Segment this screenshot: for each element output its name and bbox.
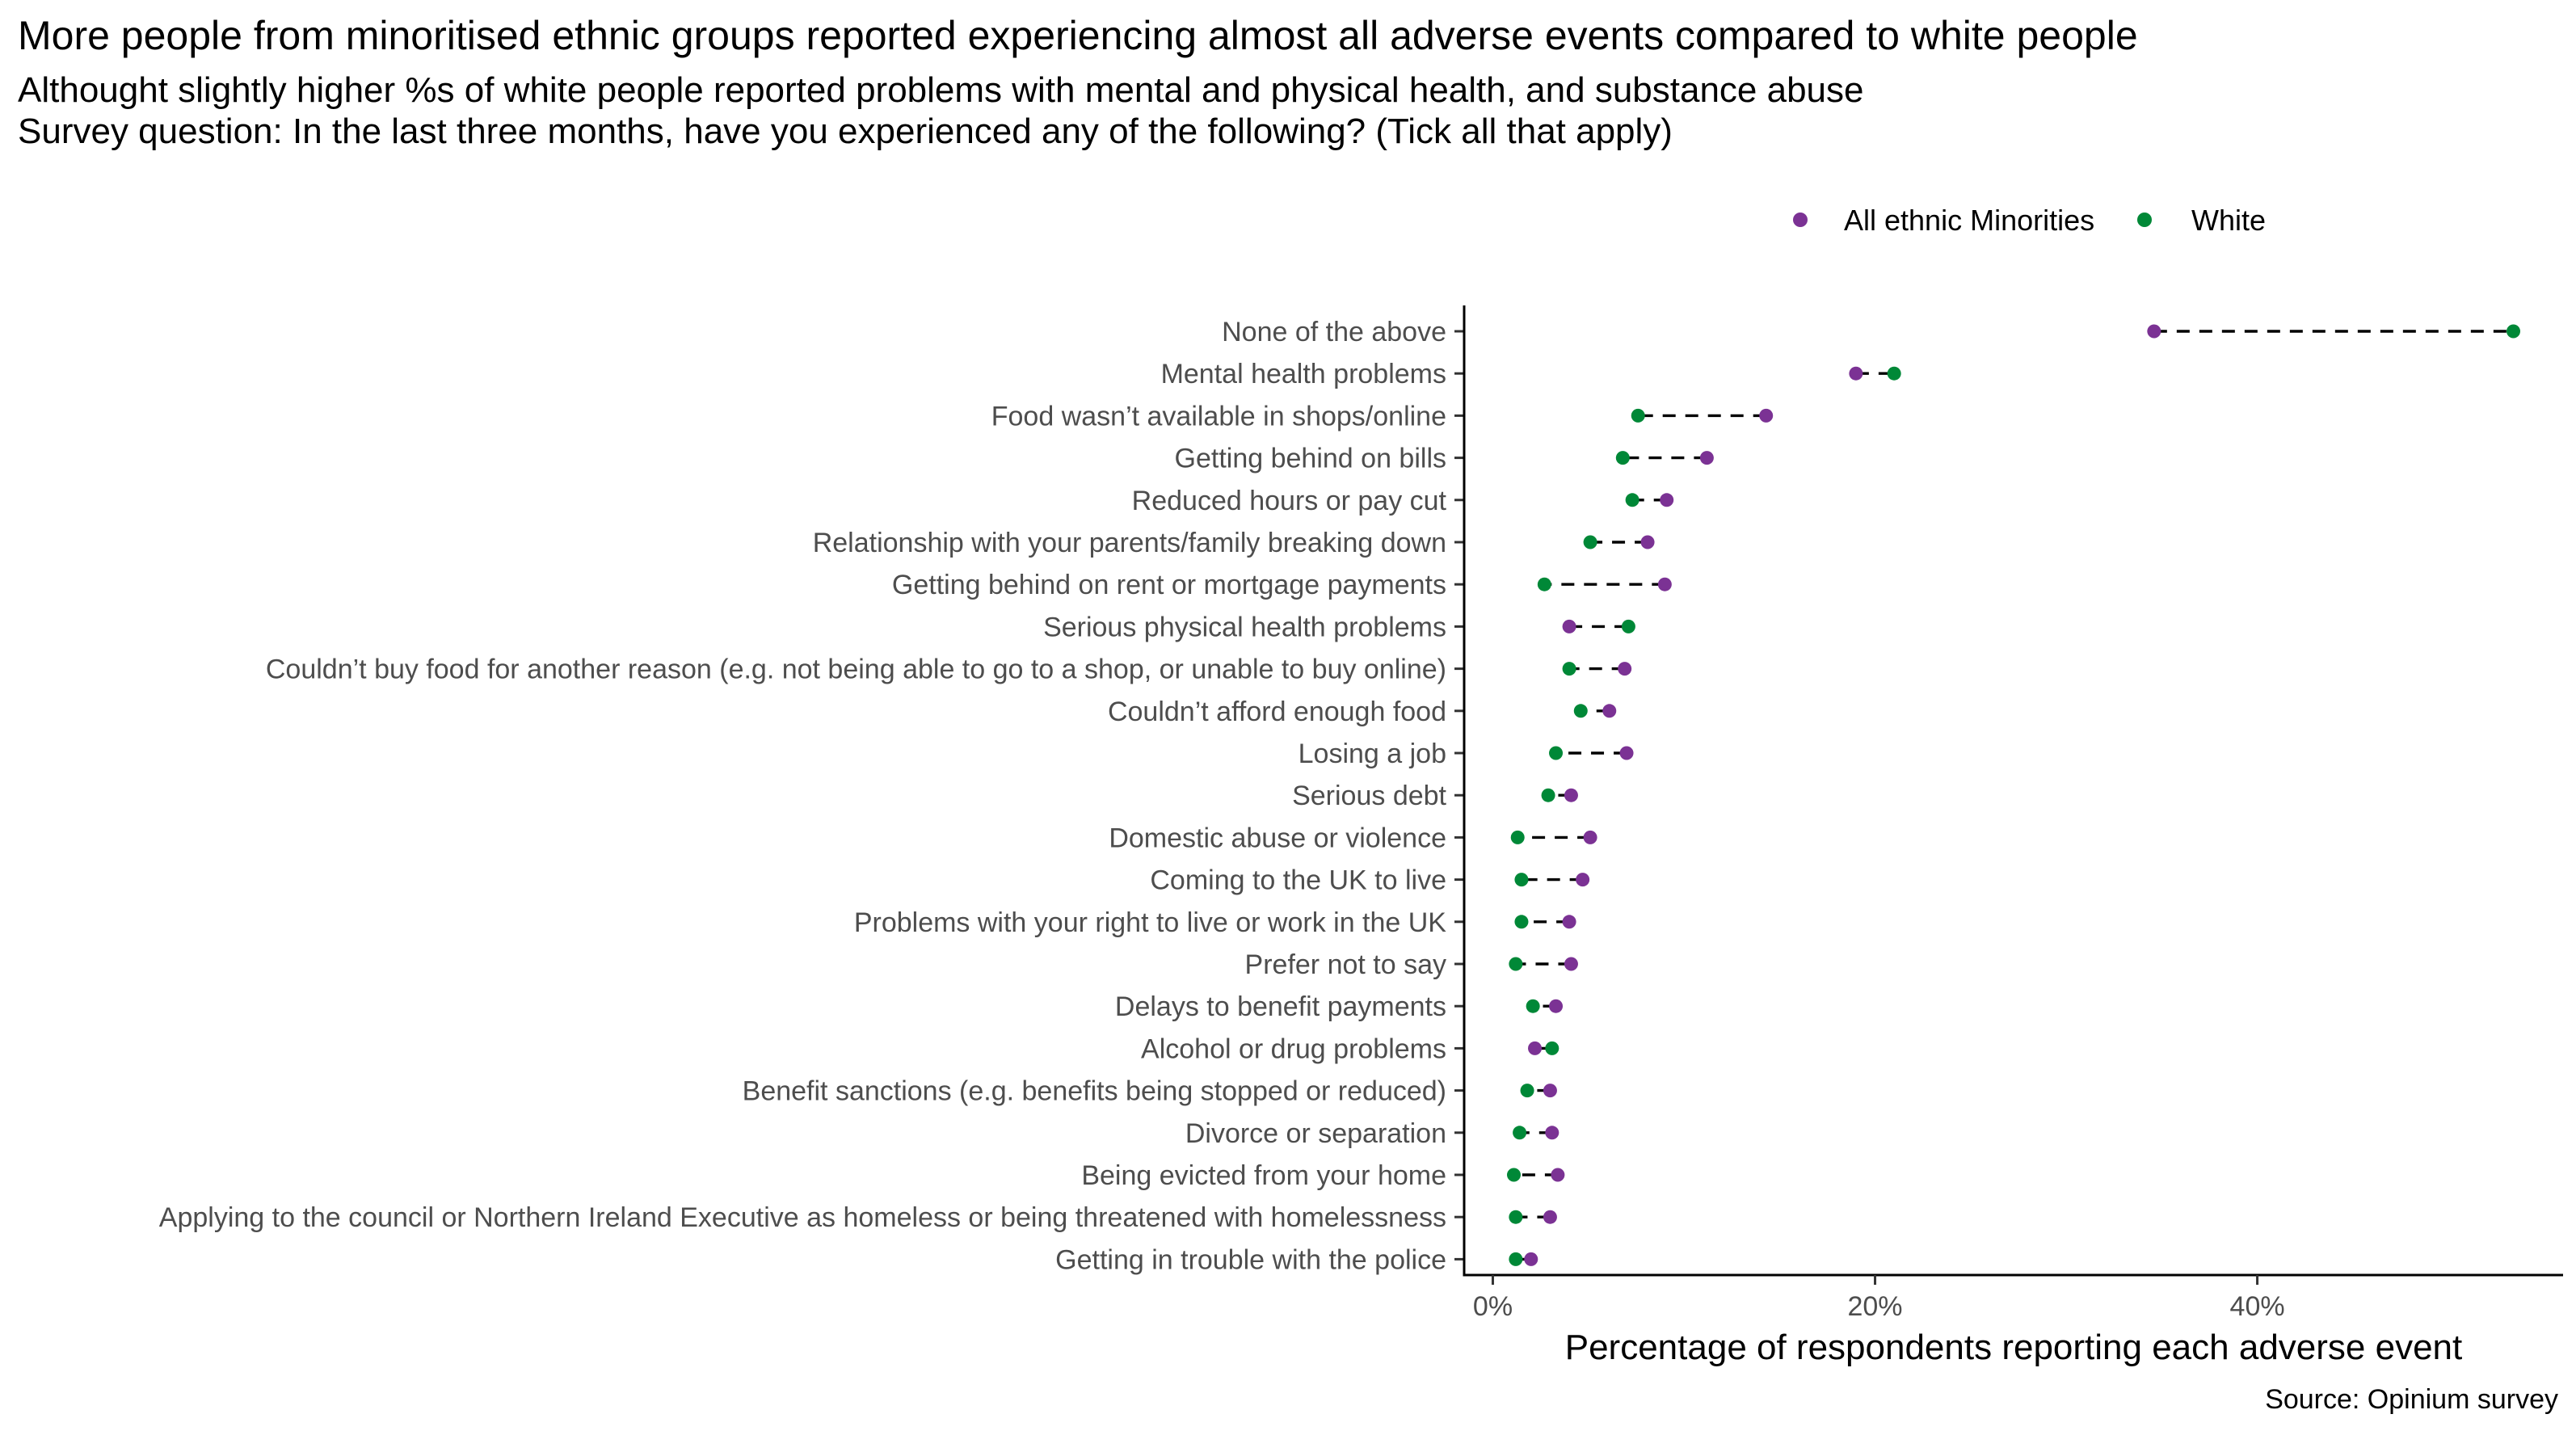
x-tick-label: 0% xyxy=(1473,1291,1513,1322)
category-label: None of the above xyxy=(1222,317,1446,347)
point-white xyxy=(1513,1126,1527,1140)
point-white xyxy=(1506,1168,1521,1182)
point-ethnic-minorities xyxy=(1545,1126,1559,1140)
point-ethnic-minorities xyxy=(1657,577,1672,591)
point-white xyxy=(1549,746,1564,760)
x-axis-ticks: 0% 20% 40% xyxy=(1473,1275,2285,1322)
category-label: Domestic abuse or violence xyxy=(1109,823,1446,853)
point-ethnic-minorities xyxy=(1524,1252,1538,1266)
x-tick-label: 20% xyxy=(1847,1291,1902,1322)
chart-title: More people from minoritised ethnic grou… xyxy=(18,13,2138,58)
point-ethnic-minorities xyxy=(1543,1084,1557,1098)
category-label: Couldn’t buy food for another reason (e.… xyxy=(266,654,1446,685)
point-ethnic-minorities xyxy=(1528,1041,1543,1055)
point-ethnic-minorities xyxy=(1602,704,1617,718)
point-ethnic-minorities xyxy=(1543,1210,1557,1224)
legend-marker xyxy=(1793,213,1808,227)
point-white xyxy=(1537,577,1551,591)
point-ethnic-minorities xyxy=(1562,619,1576,633)
point-ethnic-minorities xyxy=(1640,535,1655,549)
data-points xyxy=(1506,324,2521,1266)
point-ethnic-minorities xyxy=(1660,493,1674,507)
category-label: Getting behind on rent or mortgage payme… xyxy=(892,570,1446,600)
x-tick-label: 40% xyxy=(2230,1291,2285,1322)
point-white xyxy=(2507,324,2521,339)
category-label: Getting in trouble with the police xyxy=(1055,1244,1446,1275)
point-ethnic-minorities xyxy=(1551,1168,1565,1182)
subtitle-line-1: Althought slightly higher %s of white pe… xyxy=(18,70,1864,110)
point-ethnic-minorities xyxy=(1618,662,1632,676)
chart-subtitle: Althought slightly higher %s of white pe… xyxy=(18,69,1864,153)
point-ethnic-minorities xyxy=(1849,366,1863,381)
point-white xyxy=(1615,451,1630,465)
point-white xyxy=(1520,1084,1534,1098)
point-ethnic-minorities xyxy=(1576,873,1590,887)
point-white xyxy=(1526,999,1540,1013)
category-label: Being evicted from your home xyxy=(1081,1160,1446,1191)
point-white xyxy=(1625,493,1639,507)
category-label: Couldn’t afford enough food xyxy=(1108,697,1446,727)
point-ethnic-minorities xyxy=(1619,746,1634,760)
point-white xyxy=(1509,957,1523,971)
category-label: Alcohol or drug problems xyxy=(1141,1033,1446,1064)
point-white xyxy=(1541,788,1555,802)
connector-lines xyxy=(1513,330,2514,1261)
legend-label: White xyxy=(2191,204,2266,237)
category-label: Divorce or separation xyxy=(1185,1118,1446,1149)
point-white xyxy=(1509,1252,1523,1266)
category-label: Relationship with your parents/family br… xyxy=(813,528,1446,558)
point-ethnic-minorities xyxy=(1583,830,1597,844)
category-label: Coming to the UK to live xyxy=(1150,865,1446,896)
category-label: Serious debt xyxy=(1292,781,1446,811)
point-white xyxy=(1509,1210,1523,1224)
point-white xyxy=(1514,873,1529,887)
point-ethnic-minorities xyxy=(2147,324,2161,339)
category-label: Mental health problems xyxy=(1161,359,1446,389)
source-caption: Source: Opinium survey xyxy=(2265,1384,2558,1415)
point-ethnic-minorities xyxy=(1564,957,1578,971)
category-label: Benefit sanctions (e.g. benefits being s… xyxy=(743,1076,1446,1107)
category-label: Applying to the council or Northern Irel… xyxy=(159,1202,1446,1233)
point-white xyxy=(1510,830,1525,844)
point-ethnic-minorities xyxy=(1549,999,1564,1013)
point-white xyxy=(1887,366,1901,381)
point-white xyxy=(1621,619,1635,633)
point-white xyxy=(1562,662,1576,676)
category-label: Food wasn’t available in shops/online xyxy=(991,401,1446,431)
category-label: Delays to benefit payments xyxy=(1115,991,1446,1022)
point-white xyxy=(1583,535,1597,549)
category-label: Problems with your right to live or work… xyxy=(854,907,1446,938)
category-label: Prefer not to say xyxy=(1245,949,1446,980)
category-label: Getting behind on bills xyxy=(1175,444,1446,474)
legend: All ethnic Minorities White xyxy=(1793,204,2266,237)
category-label: Serious physical health problems xyxy=(1043,612,1446,642)
category-label: Reduced hours or pay cut xyxy=(1132,486,1447,516)
category-label: Losing a job xyxy=(1299,739,1446,769)
y-axis-ticks xyxy=(1454,330,1464,1261)
point-white xyxy=(1545,1041,1559,1055)
point-ethnic-minorities xyxy=(1564,788,1578,802)
subtitle-line-2: Survey question: In the last three month… xyxy=(18,112,1673,152)
y-axis-labels: None of the above Mental health problems F… xyxy=(159,317,1447,1275)
point-ethnic-minorities xyxy=(1562,915,1576,929)
point-white xyxy=(1631,408,1645,423)
point-ethnic-minorities xyxy=(1759,408,1774,423)
point-white xyxy=(1573,704,1588,718)
legend-marker xyxy=(2137,213,2152,227)
x-axis-title: Percentage of respondents reporting each… xyxy=(1565,1328,2463,1367)
point-ethnic-minorities xyxy=(1699,451,1714,465)
legend-label: All ethnic Minorities xyxy=(1844,204,2094,237)
point-white xyxy=(1514,915,1529,929)
